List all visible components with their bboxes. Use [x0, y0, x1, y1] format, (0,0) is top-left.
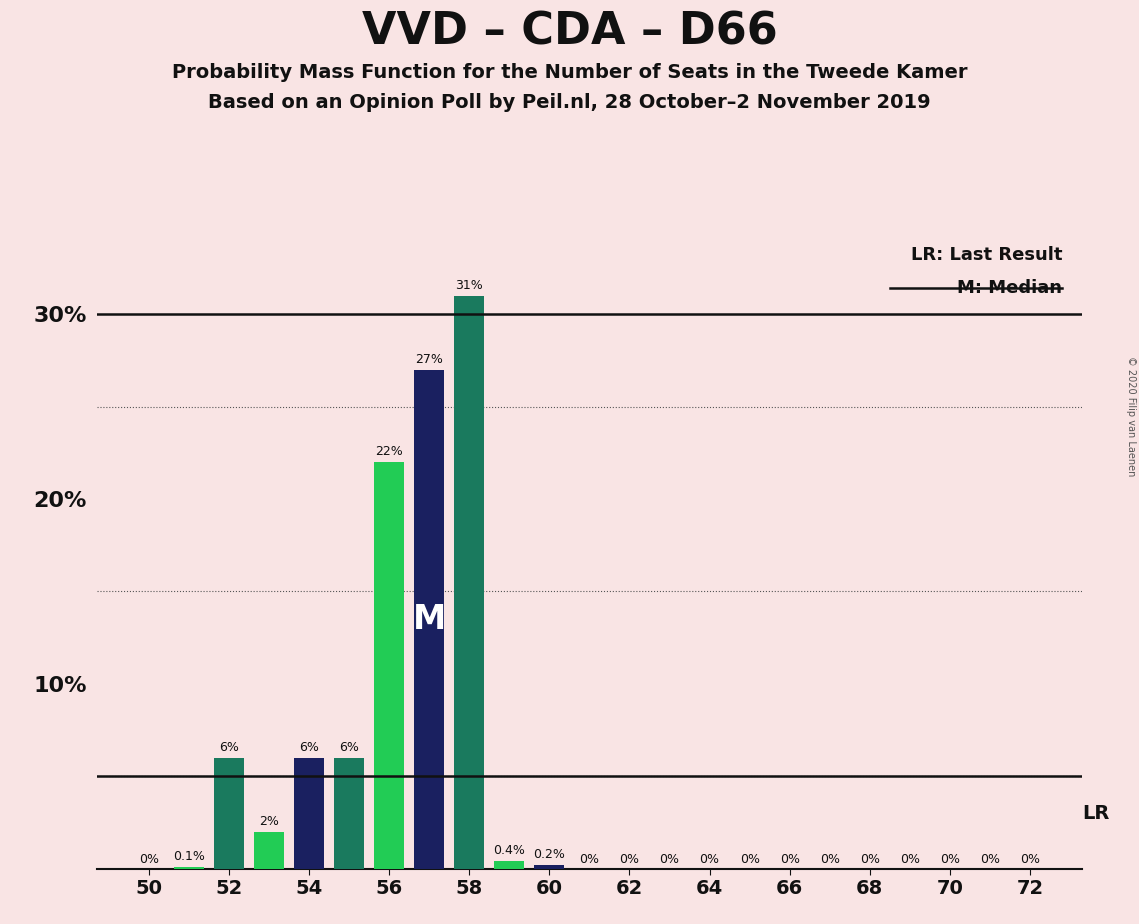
Text: M: M [412, 602, 445, 636]
Text: 0%: 0% [900, 853, 920, 866]
Bar [494, 861, 524, 869]
Text: 0%: 0% [580, 853, 599, 866]
Text: VVD – CDA – D66: VVD – CDA – D66 [361, 11, 778, 54]
Bar [415, 370, 444, 869]
Text: 6%: 6% [339, 741, 359, 754]
Text: LR: LR [1082, 804, 1109, 822]
Text: 0%: 0% [620, 853, 639, 866]
Text: 6%: 6% [219, 741, 239, 754]
Text: 0%: 0% [699, 853, 720, 866]
Bar [254, 832, 284, 869]
Text: Based on an Opinion Poll by Peil.nl, 28 October–2 November 2019: Based on an Opinion Poll by Peil.nl, 28 … [208, 93, 931, 112]
Text: 27%: 27% [416, 353, 443, 366]
Text: 0%: 0% [739, 853, 760, 866]
Text: 0.1%: 0.1% [173, 850, 205, 863]
Bar [294, 758, 325, 869]
Text: 0%: 0% [820, 853, 839, 866]
Text: Probability Mass Function for the Number of Seats in the Tweede Kamer: Probability Mass Function for the Number… [172, 64, 967, 82]
Bar [534, 865, 565, 869]
Text: 0%: 0% [860, 853, 879, 866]
Text: 0.4%: 0.4% [493, 845, 525, 857]
Text: 6%: 6% [300, 741, 319, 754]
Text: 0%: 0% [1021, 853, 1040, 866]
Text: 2%: 2% [259, 815, 279, 828]
Bar [334, 758, 364, 869]
Text: 31%: 31% [456, 279, 483, 292]
Bar [454, 296, 484, 869]
Text: 22%: 22% [376, 445, 403, 458]
Text: 0%: 0% [139, 853, 158, 866]
Text: M: Median: M: Median [957, 279, 1062, 298]
Text: 0.2%: 0.2% [533, 848, 565, 861]
Bar [174, 867, 204, 869]
Text: 0%: 0% [980, 853, 1000, 866]
Bar [375, 462, 404, 869]
Text: LR: Last Result: LR: Last Result [910, 246, 1062, 264]
Text: 0%: 0% [780, 853, 800, 866]
Bar [214, 758, 244, 869]
Text: 0%: 0% [940, 853, 960, 866]
Text: © 2020 Filip van Laenen: © 2020 Filip van Laenen [1126, 356, 1136, 476]
Text: 0%: 0% [659, 853, 680, 866]
